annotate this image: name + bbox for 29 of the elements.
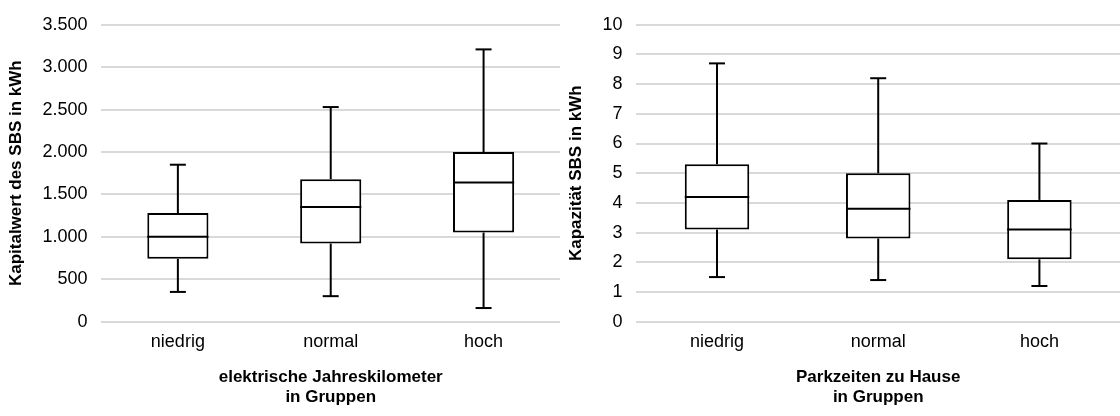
y-axis-title: Kapazität SBS in kWh bbox=[565, 85, 585, 262]
y-tick-label: 500 bbox=[57, 268, 88, 289]
y-tick-label: 2.500 bbox=[42, 98, 88, 119]
y-tick-label: 10 bbox=[602, 13, 623, 34]
y-tick-label: 6 bbox=[612, 132, 623, 153]
x-tick-label: hoch bbox=[1019, 331, 1059, 352]
y-tick-label: 9 bbox=[612, 43, 623, 64]
y-tick-label: 3 bbox=[612, 221, 623, 242]
y-tick-label: 1 bbox=[612, 280, 623, 301]
x-tick-label: normal bbox=[850, 331, 906, 352]
x-tick-label: niedrig bbox=[150, 331, 205, 352]
x-axis-title: Parkzeiten zu Hause in Gruppen bbox=[796, 367, 961, 407]
y-tick-label: 2 bbox=[612, 251, 623, 272]
y-tick-label: 8 bbox=[612, 73, 623, 94]
y-tick-label: 2.000 bbox=[42, 140, 88, 161]
y-tick-label: 5 bbox=[612, 162, 623, 183]
y-axis-title: Kapitalwert des SBS in kWh bbox=[5, 60, 25, 287]
x-tick-label: hoch bbox=[464, 331, 504, 352]
y-tick-label: 4 bbox=[612, 191, 623, 212]
y-tick-label: 3.000 bbox=[42, 56, 88, 77]
y-tick-label: 3.500 bbox=[42, 13, 88, 34]
y-tick-label: 1.000 bbox=[42, 225, 88, 246]
y-tick-label: 0 bbox=[77, 310, 88, 331]
x-axis-title: elektrische Jahreskilometer in Gruppen bbox=[218, 367, 444, 407]
y-tick-label: 7 bbox=[612, 102, 623, 123]
x-tick-label: normal bbox=[303, 331, 359, 352]
x-tick-label: niedrig bbox=[689, 331, 745, 352]
y-tick-label: 1.500 bbox=[42, 183, 88, 204]
y-tick-label: 0 bbox=[612, 310, 623, 331]
